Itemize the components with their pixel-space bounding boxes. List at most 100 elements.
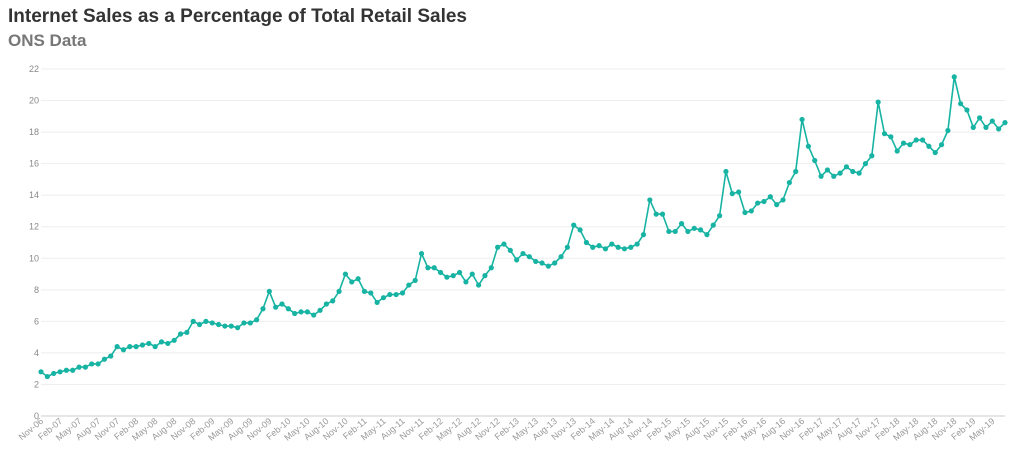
data-point[interactable]: [533, 258, 539, 265]
data-point[interactable]: [196, 321, 203, 328]
data-point[interactable]: [368, 290, 374, 296]
data-point[interactable]: [767, 194, 773, 200]
data-point[interactable]: [755, 200, 761, 206]
data-point[interactable]: [647, 197, 653, 203]
data-point[interactable]: [704, 232, 710, 238]
data-point[interactable]: [545, 263, 551, 269]
data-point[interactable]: [82, 364, 88, 370]
data-point[interactable]: [875, 99, 881, 105]
data-point[interactable]: [685, 228, 691, 235]
data-point[interactable]: [843, 164, 850, 170]
data-point[interactable]: [114, 344, 120, 350]
data-point[interactable]: [571, 222, 577, 228]
data-point[interactable]: [95, 361, 101, 367]
data-point[interactable]: [602, 246, 609, 252]
data-point[interactable]: [38, 369, 44, 375]
data-point[interactable]: [514, 257, 520, 263]
data-point[interactable]: [786, 179, 792, 186]
data-point[interactable]: [393, 291, 399, 298]
data-point[interactable]: [900, 140, 907, 146]
data-point[interactable]: [177, 331, 184, 337]
data-point[interactable]: [247, 320, 253, 326]
data-point[interactable]: [958, 101, 964, 107]
data-point[interactable]: [818, 173, 824, 179]
data-point[interactable]: [76, 364, 82, 370]
data-point[interactable]: [463, 279, 469, 285]
data-point[interactable]: [431, 265, 437, 271]
data-point[interactable]: [983, 124, 989, 130]
data-point[interactable]: [926, 143, 932, 149]
data-point[interactable]: [63, 367, 69, 373]
data-point[interactable]: [888, 134, 894, 140]
data-point[interactable]: [628, 244, 634, 250]
data-point[interactable]: [336, 288, 342, 294]
data-point[interactable]: [919, 137, 926, 143]
data-point[interactable]: [653, 211, 659, 217]
data-point[interactable]: [260, 306, 266, 312]
data-point[interactable]: [577, 227, 583, 233]
data-point[interactable]: [342, 271, 349, 277]
data-point[interactable]: [869, 153, 875, 159]
data-point[interactable]: [374, 299, 380, 306]
data-point[interactable]: [311, 312, 317, 318]
data-point[interactable]: [710, 222, 716, 228]
data-point[interactable]: [222, 323, 228, 329]
data-point[interactable]: [469, 271, 475, 277]
data-point[interactable]: [596, 243, 602, 249]
data-point[interactable]: [583, 239, 590, 246]
data-point[interactable]: [678, 220, 685, 227]
data-point[interactable]: [526, 254, 532, 260]
data-point[interactable]: [171, 337, 177, 343]
data-point[interactable]: [323, 301, 329, 307]
data-point[interactable]: [894, 148, 900, 154]
data-point[interactable]: [932, 149, 938, 156]
data-point[interactable]: [552, 260, 558, 266]
data-point[interactable]: [444, 274, 450, 280]
data-point[interactable]: [476, 282, 482, 288]
data-point[interactable]: [850, 168, 856, 175]
data-point[interactable]: [254, 317, 260, 323]
data-point[interactable]: [279, 301, 285, 307]
data-point[interactable]: [621, 246, 628, 252]
data-point[interactable]: [938, 142, 945, 148]
data-point[interactable]: [241, 320, 247, 326]
data-point[interactable]: [729, 191, 735, 197]
data-point[interactable]: [793, 168, 799, 175]
data-point[interactable]: [539, 260, 545, 266]
data-point[interactable]: [989, 118, 995, 124]
data-point[interactable]: [292, 310, 298, 317]
data-point[interactable]: [748, 208, 754, 214]
data-point[interactable]: [330, 298, 336, 304]
data-point[interactable]: [615, 244, 621, 250]
data-point[interactable]: [399, 290, 406, 296]
data-point[interactable]: [101, 356, 108, 362]
data-point[interactable]: [564, 244, 570, 250]
data-point[interactable]: [742, 209, 748, 216]
data-point[interactable]: [482, 273, 488, 279]
data-point[interactable]: [945, 127, 951, 134]
data-point[interactable]: [799, 116, 805, 123]
data-point[interactable]: [158, 339, 165, 345]
data-point[interactable]: [203, 318, 209, 324]
data-point[interactable]: [672, 228, 678, 235]
data-point[interactable]: [127, 344, 133, 350]
data-point[interactable]: [780, 197, 786, 203]
data-point[interactable]: [964, 107, 970, 113]
data-point[interactable]: [996, 126, 1002, 132]
data-point[interactable]: [831, 173, 837, 179]
data-point[interactable]: [120, 347, 127, 353]
data-point[interactable]: [1002, 120, 1008, 126]
data-point[interactable]: [285, 306, 291, 312]
data-point[interactable]: [184, 329, 190, 336]
data-point[interactable]: [856, 170, 862, 176]
data-point[interactable]: [907, 142, 913, 148]
data-point[interactable]: [437, 269, 444, 276]
data-point[interactable]: [456, 269, 463, 276]
data-point[interactable]: [697, 227, 704, 233]
data-point[interactable]: [412, 277, 418, 283]
data-point[interactable]: [108, 353, 114, 359]
data-point[interactable]: [152, 344, 158, 350]
data-point[interactable]: [558, 254, 564, 260]
data-point[interactable]: [520, 250, 526, 257]
data-point[interactable]: [913, 137, 919, 143]
